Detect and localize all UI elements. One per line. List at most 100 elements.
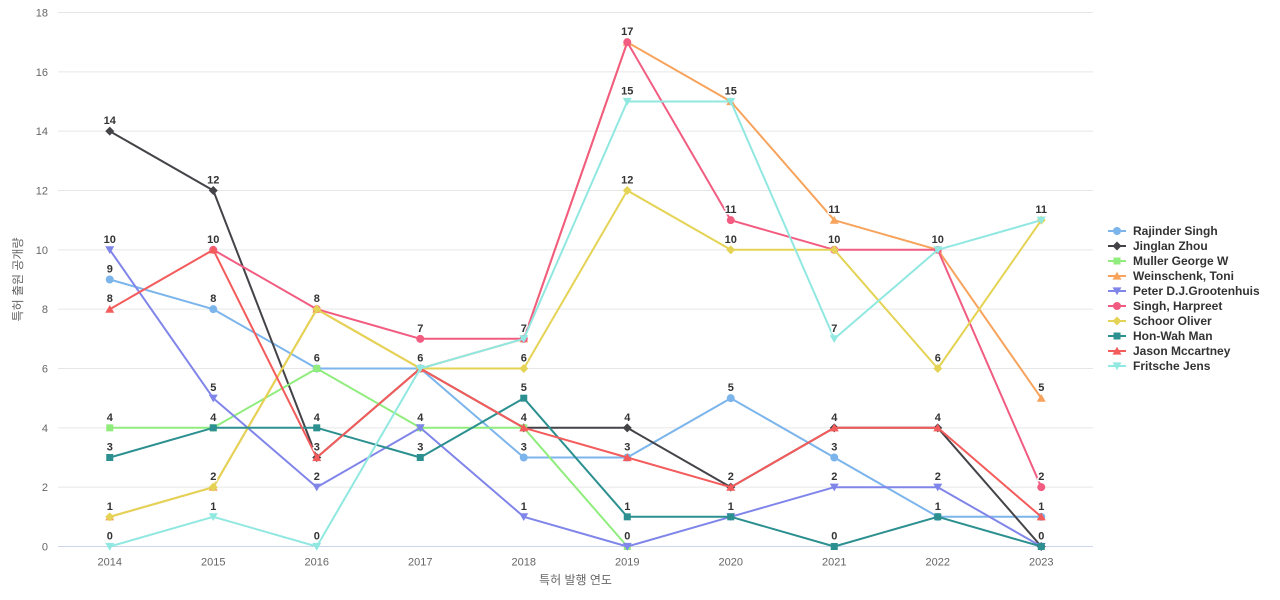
data-point-singh-harpreet[interactable] [726,216,735,225]
data-point-hon-wah-man[interactable] [416,454,424,461]
data-point-peter-d-j-grootenhuis[interactable] [829,483,839,492]
data-point-fritsche-jens[interactable] [208,513,218,522]
legend-item-hon-wah-man[interactable]: Hon-Wah Man [1108,329,1213,343]
data-point-singh-harpreet[interactable] [1037,483,1046,492]
data-point-peter-d-j-grootenhuis[interactable] [105,246,115,255]
data-label: 0 [314,531,320,543]
data-point-rajinder-singh[interactable] [519,453,528,462]
series-line-hon-wah-man [108,397,1043,548]
data-point-hon-wah-man[interactable] [934,513,942,521]
data-label: 14 [104,115,117,127]
data-point-hon-wah-man[interactable] [520,394,528,402]
data-point-fritsche-jens[interactable] [312,542,322,551]
data-label: 4 [521,412,528,424]
data-point-schoor-oliver[interactable] [829,245,839,255]
data-point-fritsche-jens[interactable] [622,97,632,106]
legend-item-rajinder-singh[interactable]: Rajinder Singh [1108,224,1218,238]
data-point-hon-wah-man[interactable] [830,543,838,550]
data-point-singh-harpreet[interactable] [416,334,425,343]
data-label: 4 [831,412,838,424]
data-label: 7 [521,323,527,335]
data-point-schoor-oliver[interactable] [726,245,736,255]
data-point-peter-d-j-grootenhuis[interactable] [933,483,943,492]
data-point-jason-mccartney[interactable] [933,423,943,432]
data-point-muller-george-w[interactable] [313,365,321,372]
data-point-peter-d-j-grootenhuis[interactable] [622,542,632,551]
data-point-rajinder-singh[interactable] [726,394,735,403]
data-point-jason-mccartney[interactable] [829,423,839,432]
data-label: 5 [210,382,216,394]
data-point-jason-mccartney[interactable] [1036,512,1046,521]
data-label: 12 [621,175,633,187]
y-axis-labels: 0 2 4 6 8 10 12 14 16 18 [36,8,48,554]
data-point-jason-mccartney[interactable] [105,304,115,313]
data-point-hon-wah-man[interactable] [1037,543,1045,550]
x-axis-labels: 2014 2015 2016 2017 2018 2019 2020 2021 2022 2023 [98,557,1054,569]
data-point-fritsche-jens[interactable] [415,364,425,373]
data-point-schoor-oliver[interactable] [622,186,632,195]
series-jason-mccartney [105,245,1046,521]
data-point-hon-wah-man[interactable] [623,513,631,521]
legend-item-schoor-oliver[interactable]: Schoor Oliver [1108,314,1212,328]
data-point-schoor-oliver[interactable] [519,364,529,373]
legend-item-label: Singh, Harpreet [1133,299,1222,313]
data-point-jinglan-zhou[interactable] [622,423,632,433]
data-point-fritsche-jens[interactable] [829,335,839,344]
series-line-rajinder-singh [108,278,1043,518]
legend-item-label: Jinglan Zhou [1133,239,1208,253]
data-point-hon-wah-man[interactable] [727,513,735,521]
legend-item-muller-george-w[interactable]: Muller George W [1108,254,1229,268]
legend-item-peter-d-j-grootenhuis[interactable]: Peter D.J.Grootenhuis [1108,284,1260,298]
data-point-fritsche-jens[interactable] [1036,216,1046,225]
data-label: 10 [207,234,219,246]
data-point-schoor-oliver[interactable] [933,364,943,373]
data-point-weinschenk-toni[interactable] [1036,393,1046,402]
data-point-fritsche-jens[interactable] [105,542,115,551]
x-tick-label: 2020 [719,557,743,569]
data-point-rajinder-singh[interactable] [105,275,114,284]
data-point-schoor-oliver[interactable] [312,304,322,314]
data-label: 2 [728,471,734,483]
data-point-rajinder-singh[interactable] [830,453,839,462]
data-point-jason-mccartney[interactable] [726,482,736,491]
data-point-jinglan-zhou[interactable] [105,126,115,136]
data-point-fritsche-jens[interactable] [726,97,736,106]
data-point-peter-d-j-grootenhuis[interactable] [312,483,322,492]
legend-item-weinschenk-toni[interactable]: Weinschenk, Toni [1108,269,1234,283]
data-point-jinglan-zhou[interactable] [208,186,218,195]
data-point-weinschenk-toni[interactable] [829,215,839,224]
series-line-jason-mccartney [108,248,1043,518]
data-point-hon-wah-man[interactable] [313,424,321,432]
data-point-muller-george-w[interactable] [106,424,114,432]
data-point-jason-mccartney[interactable] [519,423,529,432]
data-point-peter-d-j-grootenhuis[interactable] [415,424,425,433]
data-label: 1 [935,501,941,513]
data-label: 4 [417,412,424,424]
legend-item-jinglan-zhou[interactable]: Jinglan Zhou [1108,239,1208,253]
data-point-hon-wah-man[interactable] [106,454,114,461]
data-point-fritsche-jens[interactable] [933,246,943,255]
data-point-jason-mccartney[interactable] [208,245,218,254]
data-point-schoor-oliver[interactable] [105,512,115,522]
data-label: 8 [314,293,320,305]
data-point-jason-mccartney[interactable] [622,453,632,462]
data-point-rajinder-singh[interactable] [209,305,218,314]
data-label: 2 [935,471,941,483]
legend-marker-icon [1112,362,1122,371]
data-label: 3 [417,442,423,454]
data-point-fritsche-jens[interactable] [519,335,529,344]
data-point-schoor-oliver[interactable] [208,482,218,492]
data-point-jason-mccartney[interactable] [312,453,322,462]
legend-item-singh-harpreet[interactable]: Singh, Harpreet [1108,299,1222,313]
data-point-singh-harpreet[interactable] [623,38,632,47]
legend-item-jason-mccartney[interactable]: Jason Mccartney [1108,344,1231,358]
data-label: 0 [831,531,837,543]
x-tick-label: 2019 [615,557,639,569]
legend-item-fritsche-jens[interactable]: Fritsche Jens [1108,359,1211,373]
data-label: 1 [728,501,734,513]
data-point-peter-d-j-grootenhuis[interactable] [519,513,529,522]
data-point-peter-d-j-grootenhuis[interactable] [208,394,218,403]
data-point-hon-wah-man[interactable] [209,424,217,432]
data-label: 15 [725,86,737,98]
